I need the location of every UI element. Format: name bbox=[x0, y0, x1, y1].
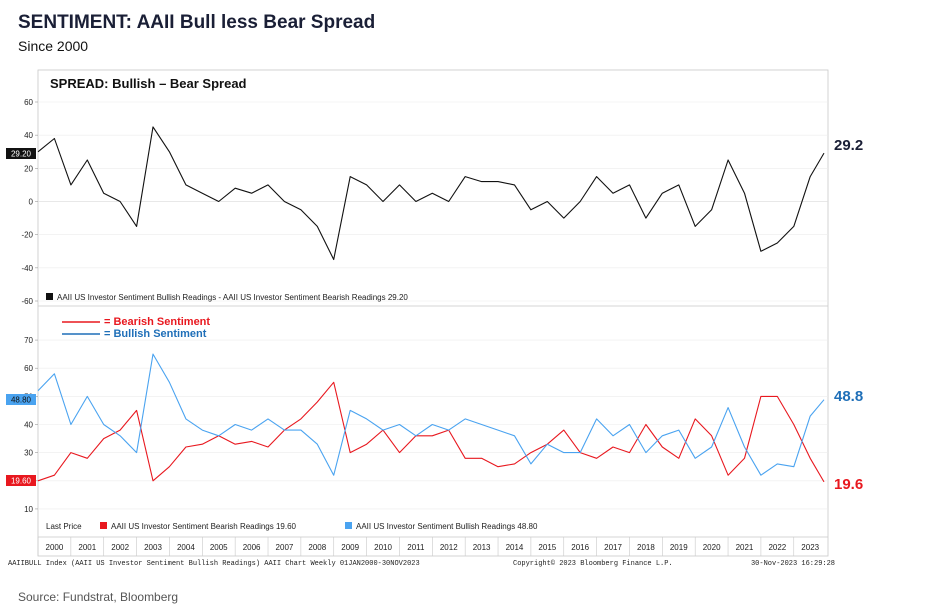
spread-callout: 29.2 bbox=[834, 137, 863, 154]
bearish-callout: 19.6 bbox=[834, 476, 863, 493]
chart-frame bbox=[37, 69, 829, 557]
x-tick-label: 2008 bbox=[308, 543, 326, 552]
x-tick-label: 2010 bbox=[374, 543, 392, 552]
sentiment-y-tick-label: 70 bbox=[24, 336, 33, 345]
x-tick-label: 2013 bbox=[473, 543, 491, 552]
x-tick-label: 2017 bbox=[604, 543, 622, 552]
sentiment-y-tick-label: 10 bbox=[24, 505, 33, 514]
spread-y-tick-label: -40 bbox=[21, 264, 33, 273]
footer-index-info: AAIIBULL Index (AAII US Investor Sentime… bbox=[8, 560, 420, 568]
spread-y-axis: 60 40 20 0 -20 -40 -60 bbox=[21, 98, 38, 306]
footer-timestamp: 30-Nov-2023 16:29:28 bbox=[751, 560, 835, 568]
x-tick-label: 2011 bbox=[407, 543, 425, 552]
spread-legend-swatch bbox=[46, 293, 53, 300]
sentiment-y-tick-label: 60 bbox=[24, 364, 33, 373]
x-tick-label: 2023 bbox=[801, 543, 819, 552]
spread-panel-title: SPREAD: Bullish – Bear Spread bbox=[50, 76, 247, 91]
sentiment-legend: Last Price AAII US Investor Sentiment Be… bbox=[46, 522, 538, 531]
x-tick-label: 2022 bbox=[768, 543, 786, 552]
bearish-legend-label: AAII US Investor Sentiment Bearish Readi… bbox=[111, 522, 297, 531]
x-tick-label: 2007 bbox=[276, 543, 294, 552]
bullish-legend-label: AAII US Investor Sentiment Bullish Readi… bbox=[356, 522, 538, 531]
sentiment-key: = Bearish Sentiment = Bullish Sentiment bbox=[62, 316, 210, 340]
sentiment-y-tick-label: 30 bbox=[24, 449, 33, 458]
spread-last-value-tag: 29.20 bbox=[6, 148, 36, 159]
x-tick-label: 2018 bbox=[637, 543, 655, 552]
sentiment-series bbox=[37, 353, 825, 483]
spread-last-value: 29.20 bbox=[11, 150, 32, 159]
x-tick-label: 2021 bbox=[736, 543, 754, 552]
x-tick-label: 2009 bbox=[341, 543, 359, 552]
spread-y-tick-label: 60 bbox=[24, 98, 33, 107]
bearish-last-value: 19.60 bbox=[11, 477, 32, 486]
footer-copyright: Copyright© 2023 Bloomberg Finance L.P. bbox=[513, 559, 673, 568]
bullish-legend-swatch bbox=[345, 522, 352, 529]
bullish-last-value: 48.80 bbox=[11, 396, 32, 405]
x-tick-label: 2014 bbox=[506, 543, 524, 552]
sentiment-y-axis: 70605040302010 bbox=[24, 336, 38, 514]
x-tick-label: 2016 bbox=[571, 543, 589, 552]
x-axis: 2000 2001 2002 2003 2004 2005 2006 2007 2008 2009… bbox=[37, 537, 820, 556]
spread-legend-label: AAII US Investor Sentiment Bullish Readi… bbox=[57, 293, 408, 302]
spread-y-tick-label: -20 bbox=[21, 231, 33, 240]
spread-y-tick-label: -60 bbox=[21, 297, 33, 306]
bullish-callout: 48.8 bbox=[834, 388, 863, 405]
x-tick-label: 2015 bbox=[538, 543, 556, 552]
bullish-last-value-tag: 48.80 bbox=[6, 394, 36, 405]
x-tick-label: 2004 bbox=[177, 543, 195, 552]
bullish-line bbox=[37, 353, 825, 476]
spread-y-tick-label: 20 bbox=[24, 164, 33, 173]
bearish-key-label: = Bearish Sentiment bbox=[104, 316, 210, 328]
x-tick-label: 2005 bbox=[210, 543, 228, 552]
spread-y-tick-label: 0 bbox=[29, 198, 34, 207]
x-tick-label: 2003 bbox=[144, 543, 162, 552]
bearish-line bbox=[37, 381, 825, 483]
sentiment-y-tick-label: 40 bbox=[24, 421, 33, 430]
x-tick-label: 2012 bbox=[440, 543, 458, 552]
x-tick-label: 2000 bbox=[46, 543, 64, 552]
x-tick-label: 2001 bbox=[78, 543, 96, 552]
x-tick-label: 2002 bbox=[111, 543, 129, 552]
bullish-key-label: = Bullish Sentiment bbox=[104, 328, 207, 340]
spread-y-tick-label: 40 bbox=[24, 131, 33, 140]
x-tick-label: 2019 bbox=[670, 543, 688, 552]
page-subtitle: Since 2000 bbox=[18, 38, 89, 54]
x-tick-label: 2006 bbox=[243, 543, 261, 552]
source-note: Source: Fundstrat, Bloomberg bbox=[18, 590, 179, 604]
spread-legend: AAII US Investor Sentiment Bullish Readi… bbox=[46, 293, 408, 302]
legend-last-price: Last Price bbox=[46, 522, 82, 531]
x-tick-label: 2020 bbox=[703, 543, 721, 552]
bearish-last-value-tag: 19.60 bbox=[6, 475, 36, 486]
spread-line bbox=[37, 126, 825, 261]
spread-gridlines bbox=[38, 101, 828, 302]
bearish-legend-swatch bbox=[100, 522, 107, 529]
spread-series bbox=[37, 126, 825, 261]
page-title: SENTIMENT: AAII Bull less Bear Spread bbox=[18, 12, 376, 33]
